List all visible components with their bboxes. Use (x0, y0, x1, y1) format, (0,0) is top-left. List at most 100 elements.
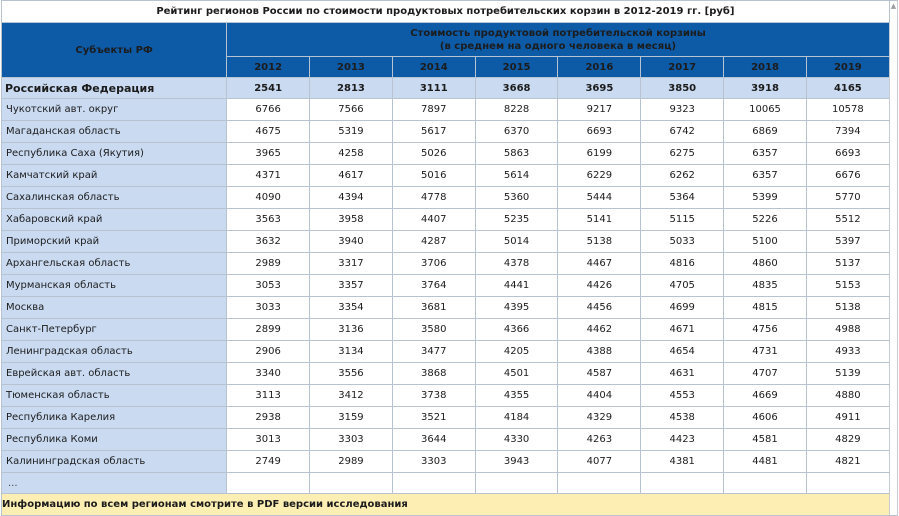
region-value: 4631 (640, 362, 725, 385)
region-value: 3317 (309, 252, 393, 275)
region-value: 6693 (557, 120, 642, 143)
federal-value: 3668 (474, 77, 559, 99)
region-value: 3159 (309, 406, 393, 429)
table-row: Калининградская область 2749 2989 3303 3943 4… (0, 450, 898, 473)
region-value: 4330 (474, 428, 559, 451)
region-value: 3033 (226, 296, 311, 319)
region-value: 5360 (474, 186, 559, 209)
region-value: 5153 (805, 274, 890, 297)
region-value: 5235 (474, 208, 559, 231)
region-value: 4671 (640, 318, 725, 341)
region-name: Республика Саха (Якутия) (0, 142, 228, 165)
empty-cell (557, 472, 642, 494)
region-value: 5137 (805, 252, 890, 275)
region-value: 4821 (805, 450, 890, 473)
empty-cell (723, 472, 807, 494)
region-value: 4090 (226, 186, 311, 209)
region-value: 4378 (474, 252, 559, 275)
cost-header-line2: (в среднем на одного человека в месяц) (439, 40, 677, 52)
region-value: 6357 (723, 164, 807, 187)
region-value: 2906 (226, 340, 311, 363)
region-value: 6199 (557, 142, 642, 165)
region-name: Калининградская область (0, 450, 228, 473)
region-value: 4705 (640, 274, 725, 297)
region-value: 3764 (391, 274, 476, 297)
region-value: 4707 (723, 362, 807, 385)
header-row: Субъекты РФ Стоимость продуктовой потреб… (0, 22, 898, 78)
region-value: 4501 (474, 362, 559, 385)
year-header-2019: 2019 (805, 56, 890, 78)
region-value: 4329 (557, 406, 642, 429)
region-name: Ленинградская область (0, 340, 228, 363)
table-row: Тюменская область 3113 3412 3738 4355 4404 455… (0, 384, 898, 407)
region-value: 6229 (557, 164, 642, 187)
empty-cell (474, 472, 559, 494)
region-value: 4205 (474, 340, 559, 363)
region-value: 5397 (805, 230, 890, 253)
region-value: 2938 (226, 406, 311, 429)
region-value: 10578 (805, 98, 890, 121)
region-value: 6742 (640, 120, 725, 143)
region-value: 4756 (723, 318, 807, 341)
year-header-2014: 2014 (391, 56, 476, 78)
region-value: 4263 (557, 428, 642, 451)
region-value: 5141 (557, 208, 642, 231)
table-row: Ленинградская область 2906 3134 3477 4205 438… (0, 340, 898, 363)
region-value: 2989 (226, 252, 311, 275)
region-value: 8228 (474, 98, 559, 121)
region-value: 4617 (309, 164, 393, 187)
region-value: 3632 (226, 230, 311, 253)
region-value: 6766 (226, 98, 311, 121)
region-value: 7394 (805, 120, 890, 143)
region-value: 3521 (391, 406, 476, 429)
year-header-2013: 2013 (309, 56, 393, 78)
region-value: 4426 (557, 274, 642, 297)
federal-value: 3111 (391, 77, 476, 99)
region-value: 4423 (640, 428, 725, 451)
empty-cell (805, 472, 890, 494)
federal-value: 3695 (557, 77, 642, 99)
region-value: 4366 (474, 318, 559, 341)
table-row: Республика Саха (Якутия) 3965 4258 5026 5863… (0, 142, 898, 165)
year-header-2015: 2015 (474, 56, 559, 78)
federal-name: Российская Федерация (0, 77, 228, 99)
region-value: 3681 (391, 296, 476, 319)
region-value: 5138 (805, 296, 890, 319)
region-value: 4587 (557, 362, 642, 385)
region-value: 3868 (391, 362, 476, 385)
region-value: 2989 (309, 450, 393, 473)
region-value: 4835 (723, 274, 807, 297)
table-row: Магаданская область 4675 5319 5617 6370 6693 6… (0, 120, 898, 143)
region-value: 2749 (226, 450, 311, 473)
vertical-scrollbar[interactable]: ▲ (888, 0, 899, 516)
region-value: 4395 (474, 296, 559, 319)
region-value: 4538 (640, 406, 725, 429)
region-value: 4481 (723, 450, 807, 473)
region-value: 5026 (391, 142, 476, 165)
region-value: 3644 (391, 428, 476, 451)
table-row: Москва 3033 3354 3681 4395 4456 4699 4815 5138 (0, 296, 898, 319)
region-value: 4467 (557, 252, 642, 275)
footer-row: Информацию по всем регионам смотрите в P… (1, 493, 898, 516)
table-row: Хабаровский край 3563 3958 4407 5235 5141 5115… (0, 208, 898, 231)
region-value: 4258 (309, 142, 393, 165)
table-row: Чукотский авт. округ 6766 7566 7897 8228 9217… (0, 98, 898, 121)
region-value: 4699 (640, 296, 725, 319)
region-name: Москва (0, 296, 228, 319)
region-value: 3013 (226, 428, 311, 451)
region-name: Санкт-Петербург (0, 318, 228, 341)
region-value: 3965 (226, 142, 311, 165)
region-value: 6357 (723, 142, 807, 165)
federal-value: 3850 (640, 77, 725, 99)
region-value: 3340 (226, 362, 311, 385)
region-value: 4731 (723, 340, 807, 363)
table-row: Сахалинская область 4090 4394 4778 5360 5444 5… (0, 186, 898, 209)
region-value: 2899 (226, 318, 311, 341)
region-value: 4462 (557, 318, 642, 341)
region-value: 4077 (557, 450, 642, 473)
scroll-up-icon[interactable]: ▲ (890, 2, 897, 10)
region-value: 3738 (391, 384, 476, 407)
region-value: 5512 (805, 208, 890, 231)
region-value: 10065 (723, 98, 807, 121)
